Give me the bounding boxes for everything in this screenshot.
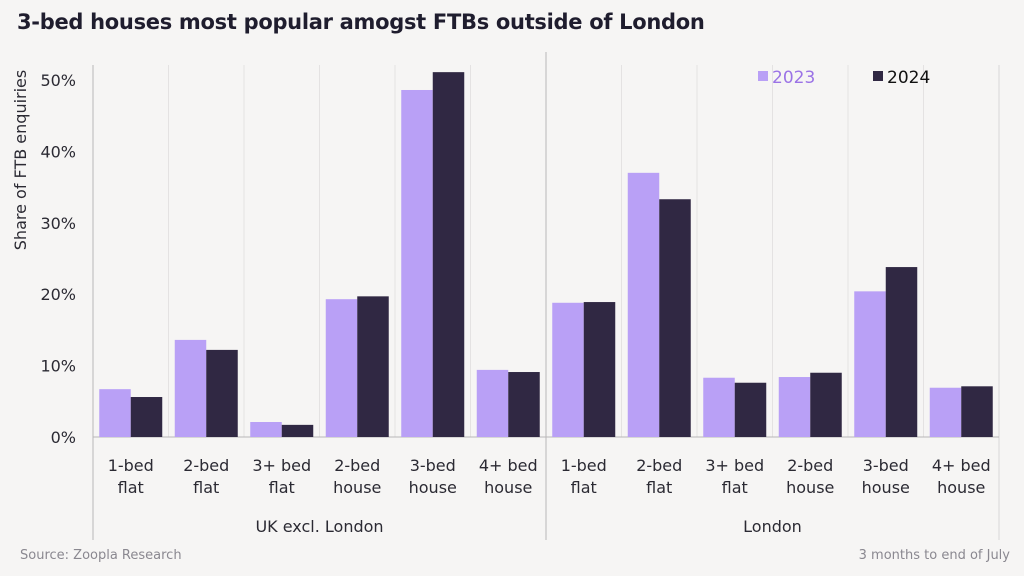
y-tick-label: 10% (40, 357, 76, 376)
x-tick-label: house (862, 478, 910, 497)
x-tick-label: flat (646, 478, 672, 497)
x-tick-label: 3+ bed (252, 456, 311, 475)
y-tick-label: 40% (40, 142, 76, 161)
x-tick-label: 2-bed (183, 456, 229, 475)
bar-2024 (810, 372, 842, 437)
x-tick-label: 1-bed (561, 456, 607, 475)
bar-2023 (929, 387, 962, 437)
x-tick-label: house (333, 478, 381, 497)
bar-2024 (659, 199, 691, 437)
bar-2024 (508, 372, 540, 437)
source-note: Source: Zoopla Research (20, 548, 182, 563)
x-tick-label: flat (118, 478, 144, 497)
y-tick-label: 50% (40, 71, 76, 90)
x-tick-label: 2-bed (636, 456, 682, 475)
bar-2023 (627, 172, 660, 437)
bar-2024 (206, 349, 238, 437)
bar-2024 (130, 397, 163, 437)
x-tick-label: 2-bed (787, 456, 833, 475)
bar-2024 (432, 72, 465, 438)
x-tick-label: flat (571, 478, 597, 497)
y-tick-label: 0% (51, 428, 76, 447)
bar-2023 (325, 299, 358, 437)
bar-2023 (174, 339, 207, 437)
bar-2023 (250, 422, 282, 437)
bar-2024 (961, 386, 993, 437)
period-note: 3 months to end of July (858, 548, 1010, 563)
group-label: London (743, 517, 802, 536)
chart-title: 3-bed houses most popular amogst FTBs ou… (17, 10, 705, 34)
bar-2023 (854, 291, 886, 437)
y-axis-label: Share of FTB enquiries (11, 70, 30, 250)
bar-2024 (357, 296, 389, 437)
x-tick-label: house (484, 478, 532, 497)
bar-2023 (778, 377, 811, 437)
x-tick-label: 4+ bed (479, 456, 538, 475)
x-tick-label: 3-bed (863, 456, 909, 475)
legend-swatch-2024 (873, 71, 883, 81)
legend-label-2024: 2024 (887, 68, 930, 88)
bar-2023 (476, 369, 509, 437)
bar-2024 (281, 424, 314, 437)
x-tick-label: house (786, 478, 834, 497)
x-tick-label: house (937, 478, 985, 497)
bar-2023 (401, 89, 433, 437)
bar-2024 (583, 302, 616, 437)
x-tick-label: flat (269, 478, 295, 497)
legend-label-2023: 2023 (772, 68, 815, 88)
bar-2023 (99, 389, 131, 437)
bar-2024 (734, 382, 767, 437)
bar-2023 (552, 302, 584, 437)
y-tick-label: 30% (40, 214, 76, 233)
group-label: UK excl. London (255, 517, 383, 536)
x-tick-label: flat (193, 478, 219, 497)
x-tick-label: 3+ bed (705, 456, 764, 475)
x-tick-label: 2-bed (334, 456, 380, 475)
bar-2024 (885, 267, 918, 437)
x-tick-label: house (409, 478, 457, 497)
x-tick-label: 3-bed (410, 456, 456, 475)
legend-swatch-2023 (758, 71, 768, 81)
x-tick-label: 1-bed (108, 456, 154, 475)
x-tick-label: 4+ bed (932, 456, 991, 475)
bar-2023 (703, 377, 735, 437)
x-tick-label: flat (722, 478, 748, 497)
y-tick-label: 20% (40, 285, 76, 304)
